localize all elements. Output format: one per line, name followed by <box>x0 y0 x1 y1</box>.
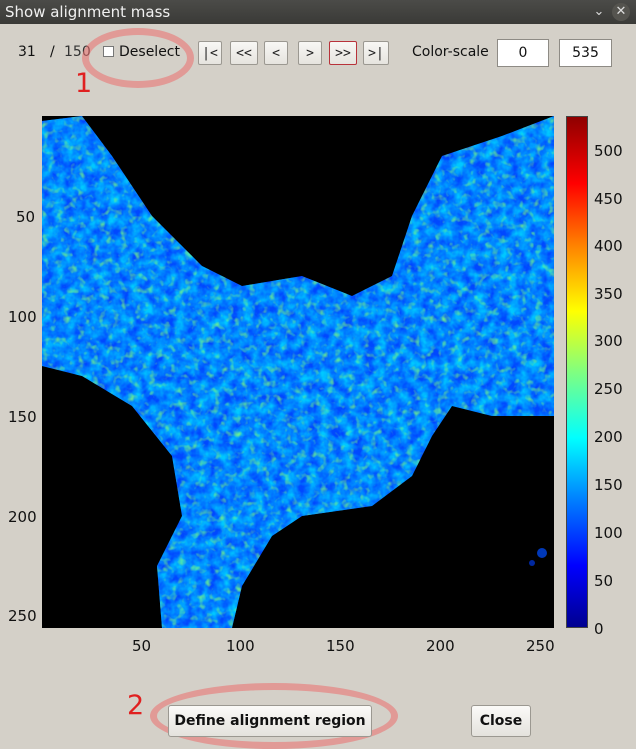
title-bar: Show alignment mass ⌄ ✕ <box>0 0 636 24</box>
colorbar-tick-label: 400 <box>594 237 623 255</box>
next-frame-button[interactable]: > <box>298 41 322 65</box>
colorbar-tick-label: 350 <box>594 285 623 303</box>
colorbar-tick-label: 250 <box>594 380 623 398</box>
rewind-button[interactable]: << <box>230 41 258 65</box>
color-min-input[interactable]: 0 <box>497 39 549 67</box>
colorbar-tick-label: 100 <box>594 524 623 542</box>
x-tick-label: 150 <box>326 637 355 655</box>
mass-image[interactable] <box>42 116 554 628</box>
color-max-input[interactable]: 535 <box>559 39 612 67</box>
annotation-circle-1 <box>82 28 194 88</box>
y-tick-label: 150 <box>8 408 37 426</box>
x-tick-label: 200 <box>426 637 455 655</box>
annotation-number-2: 2 <box>127 690 145 721</box>
x-tick-label: 50 <box>132 637 152 655</box>
colorbar <box>566 116 588 628</box>
colorbar-tick-label: 0 <box>594 620 604 638</box>
annotation-circle-2 <box>150 683 398 749</box>
mass-heatmap <box>42 116 554 628</box>
y-tick-label: 200 <box>8 508 37 526</box>
colorbar-tick-label: 300 <box>594 332 623 350</box>
colorbar-tick-label: 200 <box>594 428 623 446</box>
window-menu-icon[interactable]: ⌄ <box>593 4 605 19</box>
index-separator: / <box>50 44 55 60</box>
window-title: Show alignment mass <box>5 3 171 21</box>
current-index: 31 <box>18 44 36 60</box>
colorbar-tick-label: 500 <box>594 142 623 160</box>
color-scale-label: Color-scale <box>412 44 489 60</box>
colorbar-tick-label: 150 <box>594 476 623 494</box>
colorbar-tick-label: 450 <box>594 190 623 208</box>
previous-frame-button[interactable]: < <box>264 41 288 65</box>
x-tick-label: 250 <box>526 637 555 655</box>
colorbar-tick-label: 50 <box>594 572 614 590</box>
define-alignment-region-button[interactable]: Define alignment region <box>168 705 372 737</box>
close-button[interactable]: Close <box>471 705 531 737</box>
last-frame-button[interactable]: >| <box>363 41 389 65</box>
y-tick-label: 100 <box>8 308 37 326</box>
window-close-icon[interactable]: ✕ <box>612 3 630 21</box>
x-tick-label: 100 <box>226 637 255 655</box>
y-tick-label: 50 <box>16 208 36 226</box>
first-frame-button[interactable]: |< <box>198 41 222 65</box>
y-tick-label: 250 <box>8 607 37 625</box>
annotation-number-1: 1 <box>75 68 93 99</box>
fast-forward-button[interactable]: >> <box>329 41 357 65</box>
